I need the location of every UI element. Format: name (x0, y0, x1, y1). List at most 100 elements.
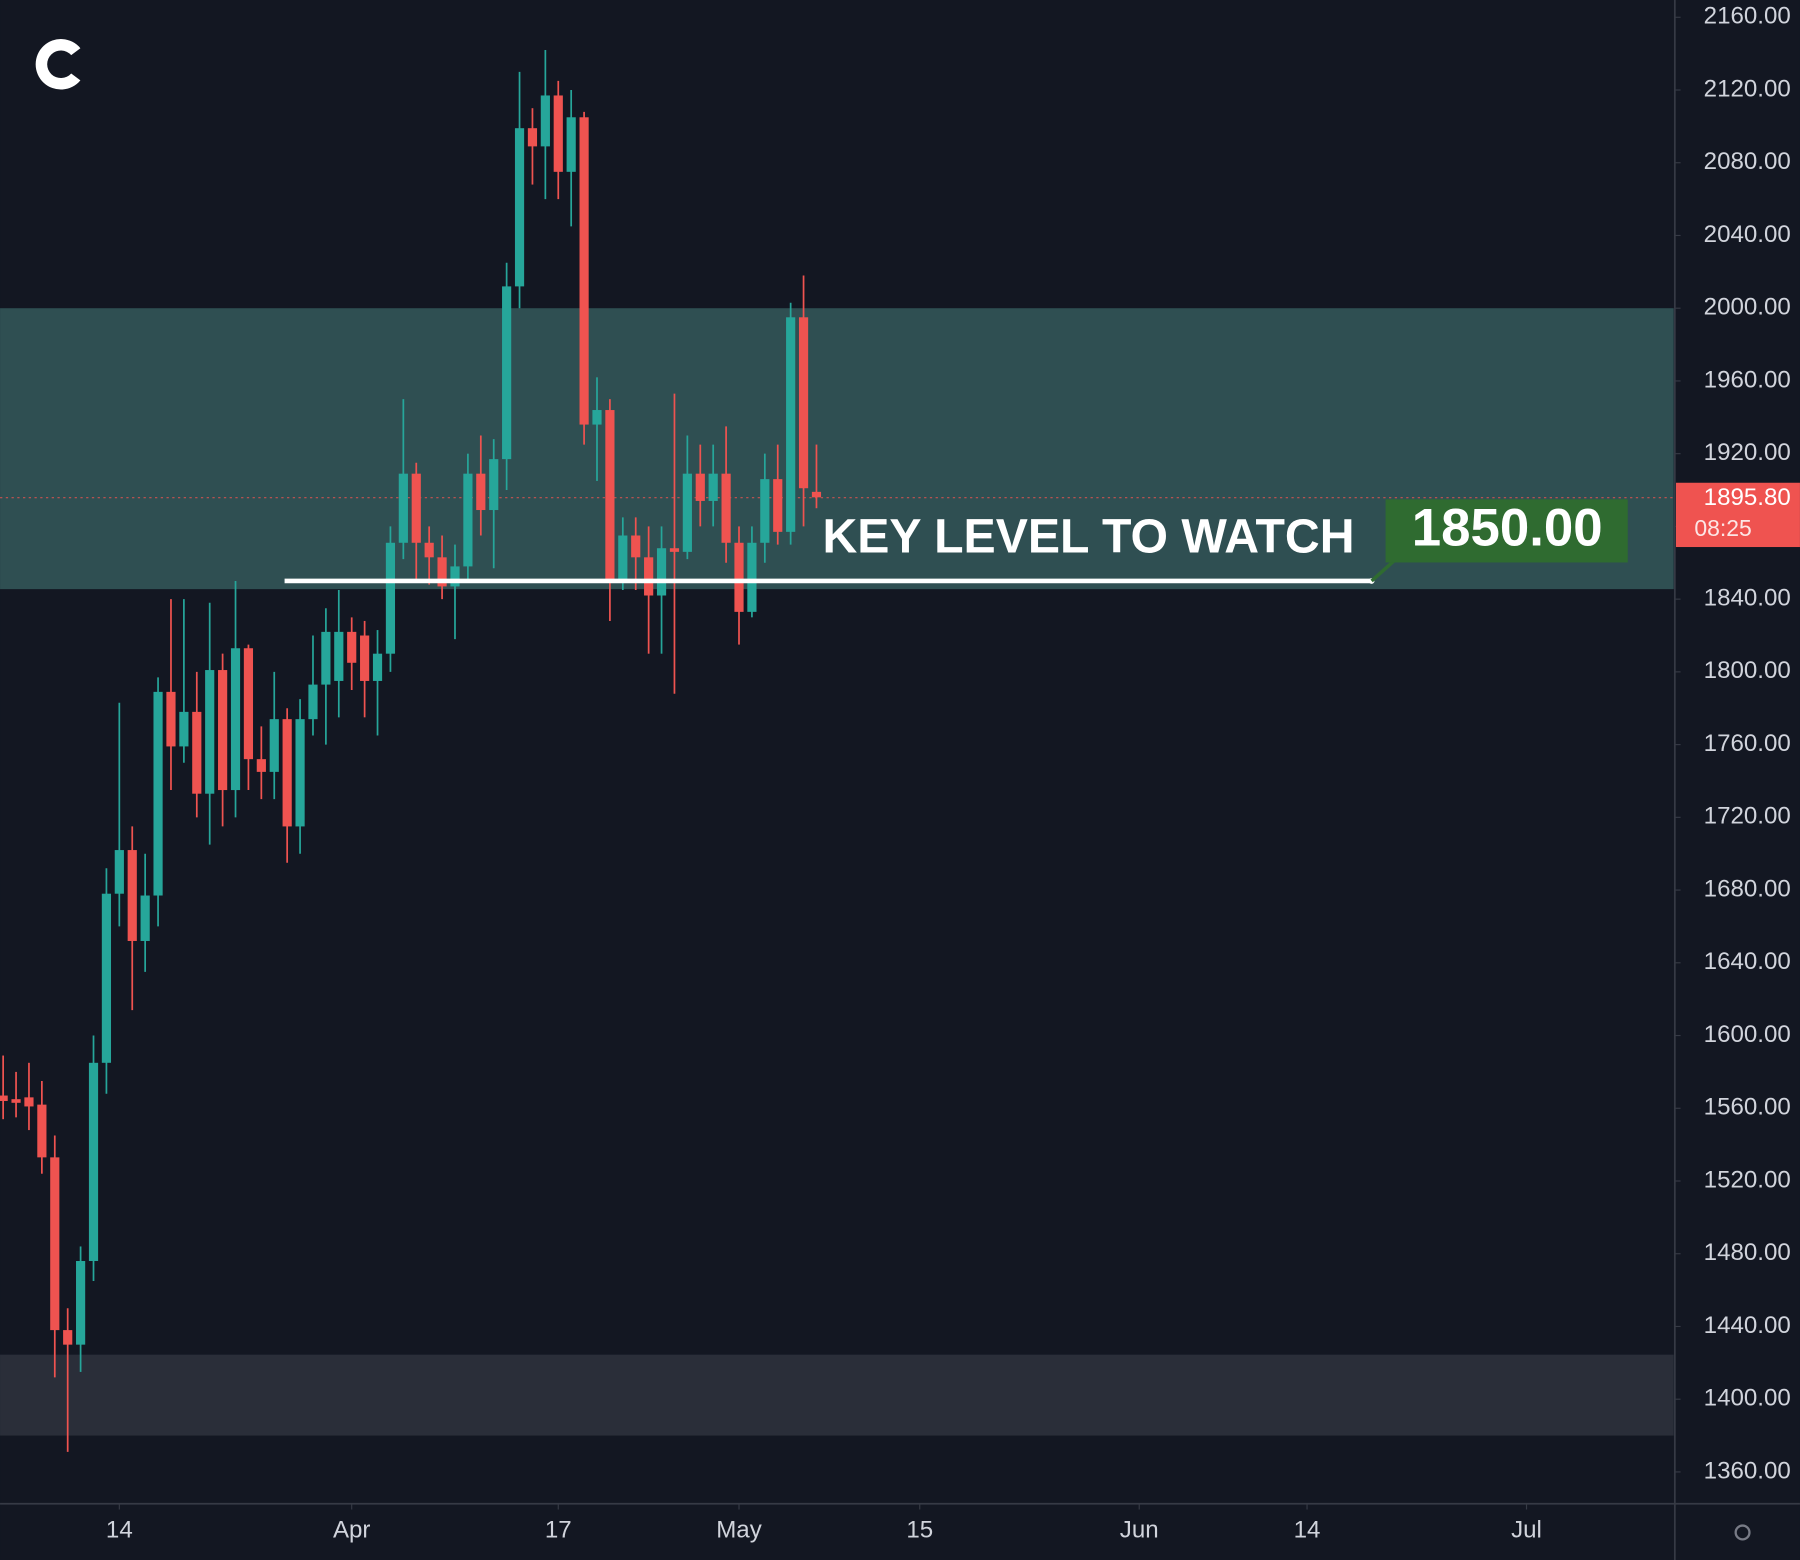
candle-body (656, 548, 667, 596)
candle-body (256, 759, 266, 772)
candle-body (24, 1097, 34, 1107)
candle-body (282, 719, 292, 827)
y-tick-label: 1640.00 (1704, 948, 1791, 975)
x-tick-label: May (716, 1517, 762, 1544)
y-tick-label: 1520.00 (1704, 1166, 1791, 1193)
key-level-text: KEY LEVEL TO WATCH (822, 509, 1354, 563)
candle-body (760, 479, 770, 543)
x-tick-label: 14 (106, 1517, 133, 1544)
candle-body (321, 631, 331, 685)
candle-body (140, 895, 150, 941)
candle-body (243, 648, 254, 760)
candle-body (811, 491, 822, 498)
candle-body (347, 631, 357, 663)
candle-body (372, 653, 383, 681)
candle-body (592, 410, 602, 425)
candle-body (411, 473, 421, 543)
candle-body (334, 631, 344, 681)
candle-body (385, 542, 396, 654)
candle-body (179, 711, 189, 747)
candle-body (50, 1157, 60, 1331)
candle-body (63, 1330, 73, 1345)
candle-body (566, 117, 576, 172)
candle-body (708, 473, 718, 501)
candle-body (308, 684, 318, 720)
candle-body (398, 473, 408, 543)
last-price-box (1675, 482, 1800, 548)
x-tick-label: 17 (545, 1517, 572, 1544)
candle-body (269, 719, 279, 772)
candle-body (669, 548, 680, 552)
candle-body (579, 117, 589, 425)
candle-body (127, 850, 137, 941)
candle-body (437, 557, 447, 587)
y-tick-label: 2080.00 (1704, 148, 1791, 175)
candle-body (0, 1095, 8, 1101)
y-tick-label: 1600.00 (1704, 1021, 1791, 1048)
candle-body (786, 317, 796, 532)
y-tick-label: 2120.00 (1704, 75, 1791, 102)
candle-body (37, 1104, 47, 1158)
candle-body (682, 473, 692, 552)
candle-body (88, 1062, 99, 1262)
candle-body (798, 317, 809, 489)
candle-body (721, 473, 731, 543)
candle-body (540, 95, 550, 147)
x-tick-label: 15 (906, 1517, 933, 1544)
x-tick-label: 14 (1294, 1517, 1321, 1544)
logo (35, 39, 81, 90)
last-price-countdown: 08:25 (1694, 515, 1751, 541)
candle-body (631, 535, 641, 558)
candle-body (450, 566, 460, 587)
settings-icon[interactable] (1734, 1524, 1751, 1541)
candle-body (773, 479, 783, 532)
candle-body (734, 542, 744, 612)
candle-body (153, 691, 163, 896)
candle-body (618, 535, 628, 580)
candle-body (230, 648, 241, 791)
candle-body (101, 893, 112, 1063)
candle-body (553, 95, 563, 172)
last-price-label: 1895.80 (1704, 484, 1791, 511)
y-tick-label: 2040.00 (1704, 221, 1791, 248)
y-tick-label: 1920.00 (1704, 439, 1791, 466)
y-tick-label: 1840.00 (1704, 584, 1791, 611)
x-tick-label: Jul (1511, 1517, 1542, 1544)
key-level-label: 1850.00 (1412, 498, 1603, 557)
candle-body (695, 473, 705, 501)
candle-body (463, 473, 473, 567)
candle-body (205, 670, 215, 794)
y-tick-label: 2160.00 (1704, 3, 1791, 30)
x-tick-label: Jun (1120, 1517, 1159, 1544)
candle-body (424, 542, 434, 558)
y-tick-label: 1760.00 (1704, 730, 1791, 757)
y-tick-label: 1560.00 (1704, 1094, 1791, 1121)
candle-body (218, 670, 228, 791)
candle-body (476, 473, 486, 511)
y-tick-label: 1800.00 (1704, 657, 1791, 684)
x-tick-label: Apr (333, 1517, 371, 1544)
y-tick-label: 1400.00 (1704, 1385, 1791, 1412)
candle-body (295, 719, 305, 827)
label-pointer (1370, 558, 1396, 583)
y-tick-label: 1680.00 (1704, 875, 1791, 902)
plot (0, 50, 1674, 1452)
candle-body (489, 459, 499, 511)
candle-body (76, 1261, 86, 1345)
candle-body (166, 691, 176, 747)
candle-body (527, 128, 538, 147)
y-tick-label: 1960.00 (1704, 366, 1791, 393)
zone (0, 1354, 1674, 1436)
candle-body (192, 711, 202, 794)
y-tick-label: 1480.00 (1704, 1239, 1791, 1266)
y-tick-label: 2000.00 (1704, 294, 1791, 321)
candle-body (502, 286, 512, 460)
y-tick-label: 1440.00 (1704, 1312, 1791, 1339)
candle-body (11, 1099, 21, 1103)
y-tick-label: 1720.00 (1704, 803, 1791, 830)
candle-body (514, 128, 525, 287)
candle-body (360, 635, 370, 681)
candle-body (747, 542, 757, 612)
